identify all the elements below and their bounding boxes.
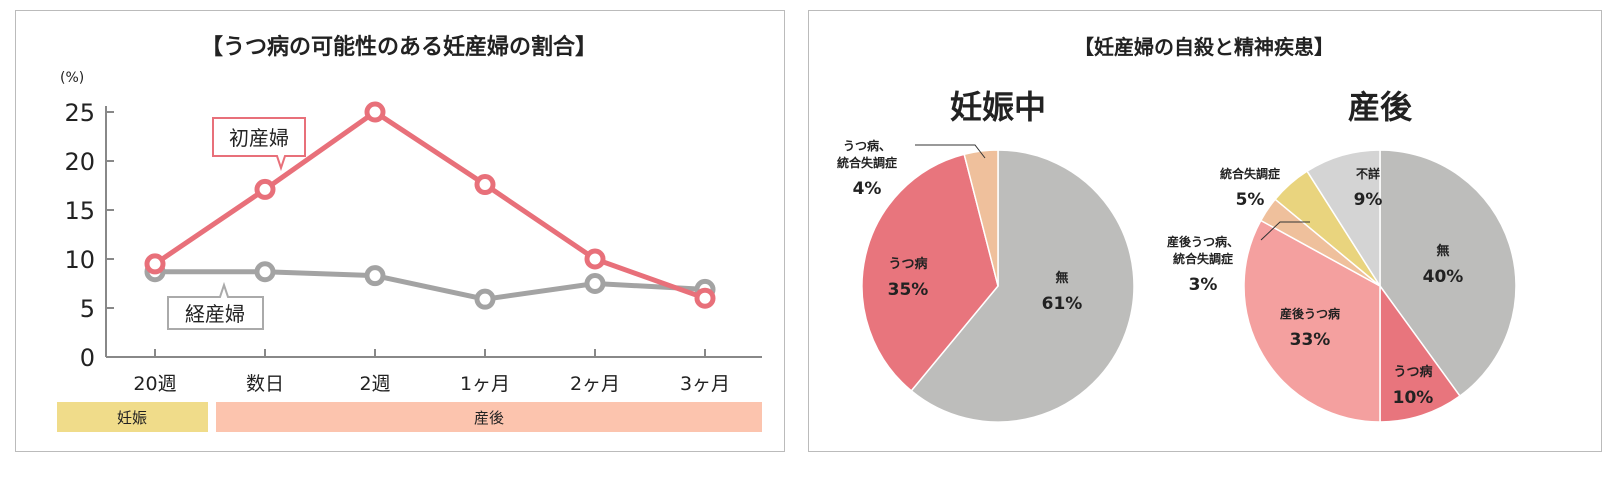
x-tick-label: 1ヶ月	[460, 373, 510, 395]
slice-label: うつ病、	[843, 138, 891, 153]
slice-value: 9%	[1354, 190, 1383, 210]
slice-value: 4%	[853, 179, 882, 199]
period-band-postpartum	[216, 402, 762, 432]
y-tick-label: 25	[64, 99, 95, 127]
pie-slice	[1379, 283, 1461, 423]
x-tick-label: 数日	[246, 373, 284, 395]
data-point	[364, 101, 386, 123]
slice-label: 無	[1436, 243, 1449, 259]
pie-slice	[1379, 149, 1517, 398]
slice-value: 61%	[1042, 294, 1083, 314]
slice-label: 無	[1055, 270, 1068, 286]
line-chart-title: 【うつ病の可能性のある妊産婦の割合】	[201, 34, 597, 60]
data-point	[474, 288, 496, 310]
series-line-1	[155, 269, 706, 302]
slice-label: 統合失調症	[1220, 166, 1280, 181]
period-label: 妊娠	[117, 409, 147, 427]
slice-label: 統合失調症	[837, 155, 897, 170]
slice-value: 10%	[1393, 388, 1434, 408]
data-point	[144, 253, 166, 275]
slice-label: 産後うつ病	[1280, 306, 1340, 321]
y-tick-label: 5	[80, 295, 95, 323]
data-point	[584, 273, 606, 294]
x-tick-label: 20週	[133, 373, 176, 395]
leader-line	[915, 144, 986, 159]
callout-primipara	[212, 117, 306, 172]
pie-postpartum-title: 産後	[1348, 88, 1413, 126]
y-tick-label: 10	[64, 246, 95, 274]
data-point	[254, 261, 276, 283]
x-tick-label: 2ヶ月	[570, 373, 620, 395]
data-point	[364, 265, 386, 287]
legend-multipara: 経産婦	[185, 302, 245, 326]
pie-slice	[861, 153, 999, 392]
period-band-pregnancy	[57, 402, 208, 432]
slice-label: うつ病	[1393, 364, 1432, 380]
period-label: 産後	[474, 409, 504, 427]
pie-slice	[1306, 149, 1381, 289]
x-tick-label: 3ヶ月	[680, 373, 730, 395]
slice-label: うつ病	[888, 256, 927, 272]
y-axis-unit: (%)	[60, 70, 84, 86]
slice-value: 3%	[1189, 275, 1218, 295]
slice-label: 統合失調症	[1173, 251, 1233, 266]
pie-slice	[963, 149, 999, 287]
pie-slice	[910, 149, 1135, 423]
y-tick-label: 0	[80, 344, 95, 372]
pie-slice	[1243, 219, 1381, 423]
data-point	[254, 178, 276, 200]
y-tick-label: 15	[64, 197, 95, 225]
x-tick-label: 2週	[359, 373, 390, 395]
leader-line	[1260, 221, 1310, 241]
series-line-0	[153, 108, 706, 301]
line-chart-panel	[15, 10, 785, 452]
slice-label: 不詳	[1356, 166, 1380, 181]
data-point	[694, 287, 716, 309]
pie-pregnancy-title: 妊娠中	[950, 88, 1046, 126]
data-point	[474, 174, 496, 196]
legend-primipara: 初産婦	[229, 126, 289, 150]
data-point	[584, 248, 606, 270]
pie-chart-title: 【妊産婦の自殺と精神疾患】	[1074, 35, 1334, 59]
callout-multipara	[167, 281, 264, 330]
y-tick-label: 20	[64, 148, 95, 176]
slice-value: 33%	[1290, 330, 1331, 350]
slice-value: 35%	[888, 280, 929, 300]
slice-value: 40%	[1423, 267, 1464, 287]
slice-value: 5%	[1236, 190, 1265, 210]
slice-label: 産後うつ病、	[1167, 234, 1239, 249]
